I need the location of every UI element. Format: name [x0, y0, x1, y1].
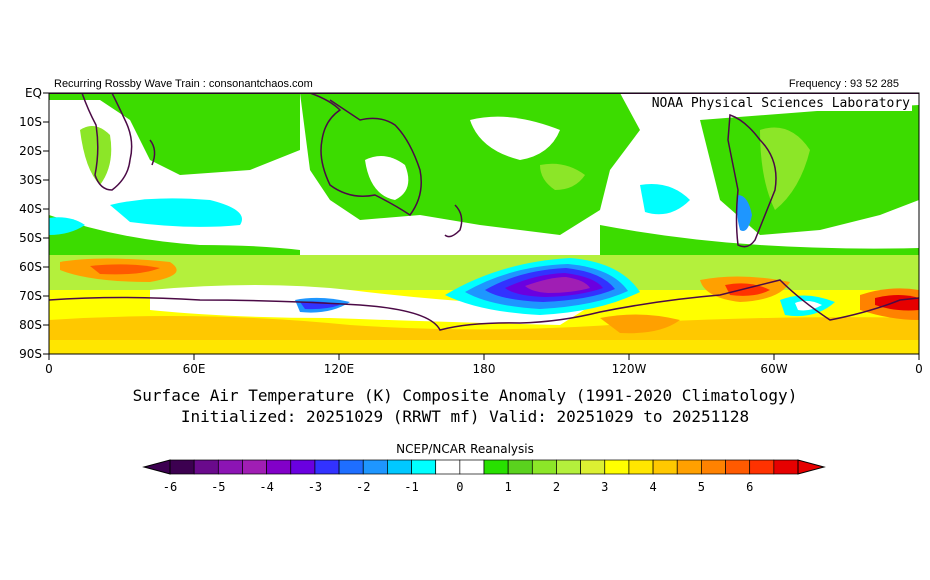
lat-label: 60S: [19, 260, 42, 274]
colorbar-cell: [531, 459, 557, 475]
colorbar-cell: [290, 459, 316, 475]
colorbar-tick-label: -4: [259, 480, 274, 494]
colorbar-cell: [580, 459, 606, 475]
colorbar-tick-label: 5: [697, 480, 705, 494]
colorbar-tick-label: -5: [211, 480, 226, 494]
map-title-line2: Initialized: 20251029 (RRWT mf) Valid: 2…: [180, 407, 750, 426]
colorbar-cell: [169, 459, 195, 475]
colorbar-cell: [387, 459, 412, 475]
colorbar-cell: [411, 459, 437, 475]
lat-label: 30S: [19, 173, 42, 187]
colorbar-tick-label: 1: [504, 480, 512, 494]
colorbar-cell: [628, 459, 654, 475]
colorbar-cell: [507, 459, 533, 475]
colorbar-cell: [459, 459, 485, 475]
colorbar-max-arrow: [797, 459, 826, 475]
colorbar-cell: [604, 459, 630, 475]
lon-label: 60W: [760, 362, 788, 376]
map-title: Surface Air Temperature (K) Composite An…: [0, 385, 930, 427]
colorbar-cell: [725, 459, 751, 475]
colorbar-tick-label: -2: [355, 480, 371, 494]
colorbar-cell: [652, 459, 678, 475]
colorbar-tick-label: -6: [162, 480, 178, 494]
colorbar-cell: [242, 459, 267, 475]
lat-label: EQ: [24, 86, 42, 100]
colorbar-tick-label: 3: [601, 480, 609, 494]
header-right-text: Frequency : 93 52 285: [788, 78, 899, 90]
colorbar-tick-label: 4: [649, 480, 657, 494]
colorbar-cell: [217, 459, 243, 475]
colorbar-cell: [701, 459, 726, 475]
colorbar-cell: [483, 459, 509, 475]
colorbar-tick-label: 6: [746, 480, 754, 494]
lat-label: 90S: [19, 347, 42, 361]
anomaly-field: [49, 93, 919, 354]
lat-label: 40S: [19, 202, 42, 216]
colorbar: [142, 459, 826, 475]
colorbar-cell: [556, 459, 581, 475]
lat-label: 70S: [19, 289, 42, 303]
colorbar-cell: [435, 459, 461, 475]
colorbar-cell: [749, 459, 775, 475]
lon-label: 120E: [323, 362, 355, 376]
colorbar-tick-label: 0: [456, 480, 464, 494]
colorbar-cell: [266, 459, 292, 475]
colorbar-min-arrow: [142, 459, 171, 475]
lat-label: 10S: [19, 115, 42, 129]
colorbar-cell: [314, 459, 340, 475]
colorbar-cell: [193, 459, 219, 475]
colorbar-cell: [362, 459, 388, 475]
colorbar-tick-label: -1: [404, 480, 419, 494]
colorbar-title: NCEP/NCAR Reanalysis: [396, 442, 534, 456]
lat-label: 50S: [19, 231, 42, 245]
lat-label: 80S: [19, 318, 42, 332]
colorbar-cell: [676, 459, 702, 475]
lon-label: 180: [472, 362, 496, 376]
colorbar-cell: [338, 459, 364, 475]
lat-label: 20S: [19, 144, 42, 158]
lon-label: 0: [45, 362, 53, 376]
header-left-text: Recurring Rossby Wave Train : consonantc…: [54, 78, 313, 90]
lon-label: 0: [915, 362, 923, 376]
lon-label: 60E: [182, 362, 206, 376]
org-label: NOAA Physical Sciences Laboratory: [649, 96, 912, 111]
lon-label: 120W: [611, 362, 647, 376]
map-title-line1: Surface Air Temperature (K) Composite An…: [132, 386, 798, 405]
colorbar-cell: [773, 459, 799, 475]
colorbar-tick-label: 2: [552, 480, 561, 494]
colorbar-tick-label: -3: [307, 480, 323, 494]
